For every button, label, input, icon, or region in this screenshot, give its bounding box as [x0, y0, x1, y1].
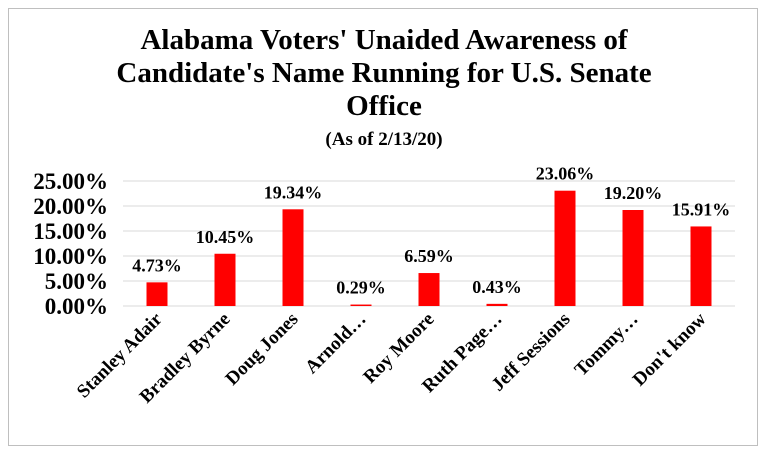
- y-tick-label: 25.00%: [33, 169, 108, 194]
- x-tick-label: Arnold…: [301, 309, 370, 378]
- x-tick-label: Doug Jones: [222, 309, 303, 390]
- bar: [282, 209, 304, 306]
- bar: [554, 190, 576, 306]
- data-label: 10.45%: [196, 227, 255, 247]
- bar: [350, 304, 372, 306]
- bar: [418, 273, 440, 306]
- chart-title-line-1: Alabama Voters' Unaided Awareness of: [140, 24, 628, 56]
- y-tick-label: 5.00%: [45, 269, 108, 294]
- y-tick-label: 10.00%: [33, 244, 108, 269]
- x-tick-label: Tommy…: [571, 309, 643, 381]
- data-label: 19.34%: [264, 182, 323, 202]
- bar: [214, 253, 236, 306]
- data-label: 4.73%: [132, 255, 182, 275]
- chart-subtitle: (As of 2/13/20): [325, 129, 443, 150]
- data-label: 6.59%: [404, 246, 454, 266]
- x-tick-label: Don't know: [629, 308, 711, 390]
- y-tick-label: 15.00%: [33, 219, 108, 244]
- y-tick-label: 0.00%: [45, 294, 108, 319]
- chart-title-line-2: Candidate's Name Running for U.S. Senate: [116, 57, 652, 89]
- data-label: 23.06%: [536, 164, 595, 184]
- data-label: 0.29%: [336, 278, 386, 298]
- bar: [690, 226, 712, 306]
- data-label: 19.20%: [604, 183, 663, 203]
- bar: [622, 210, 644, 306]
- bar: [486, 303, 508, 306]
- chart-title: Alabama Voters' Unaided Awareness of Can…: [0, 24, 768, 123]
- bar: [146, 282, 168, 306]
- data-label: 15.91%: [672, 199, 731, 219]
- chart-title-line-3: Office: [346, 90, 422, 122]
- y-tick-label: 20.00%: [33, 194, 108, 219]
- data-label: 0.43%: [472, 277, 522, 297]
